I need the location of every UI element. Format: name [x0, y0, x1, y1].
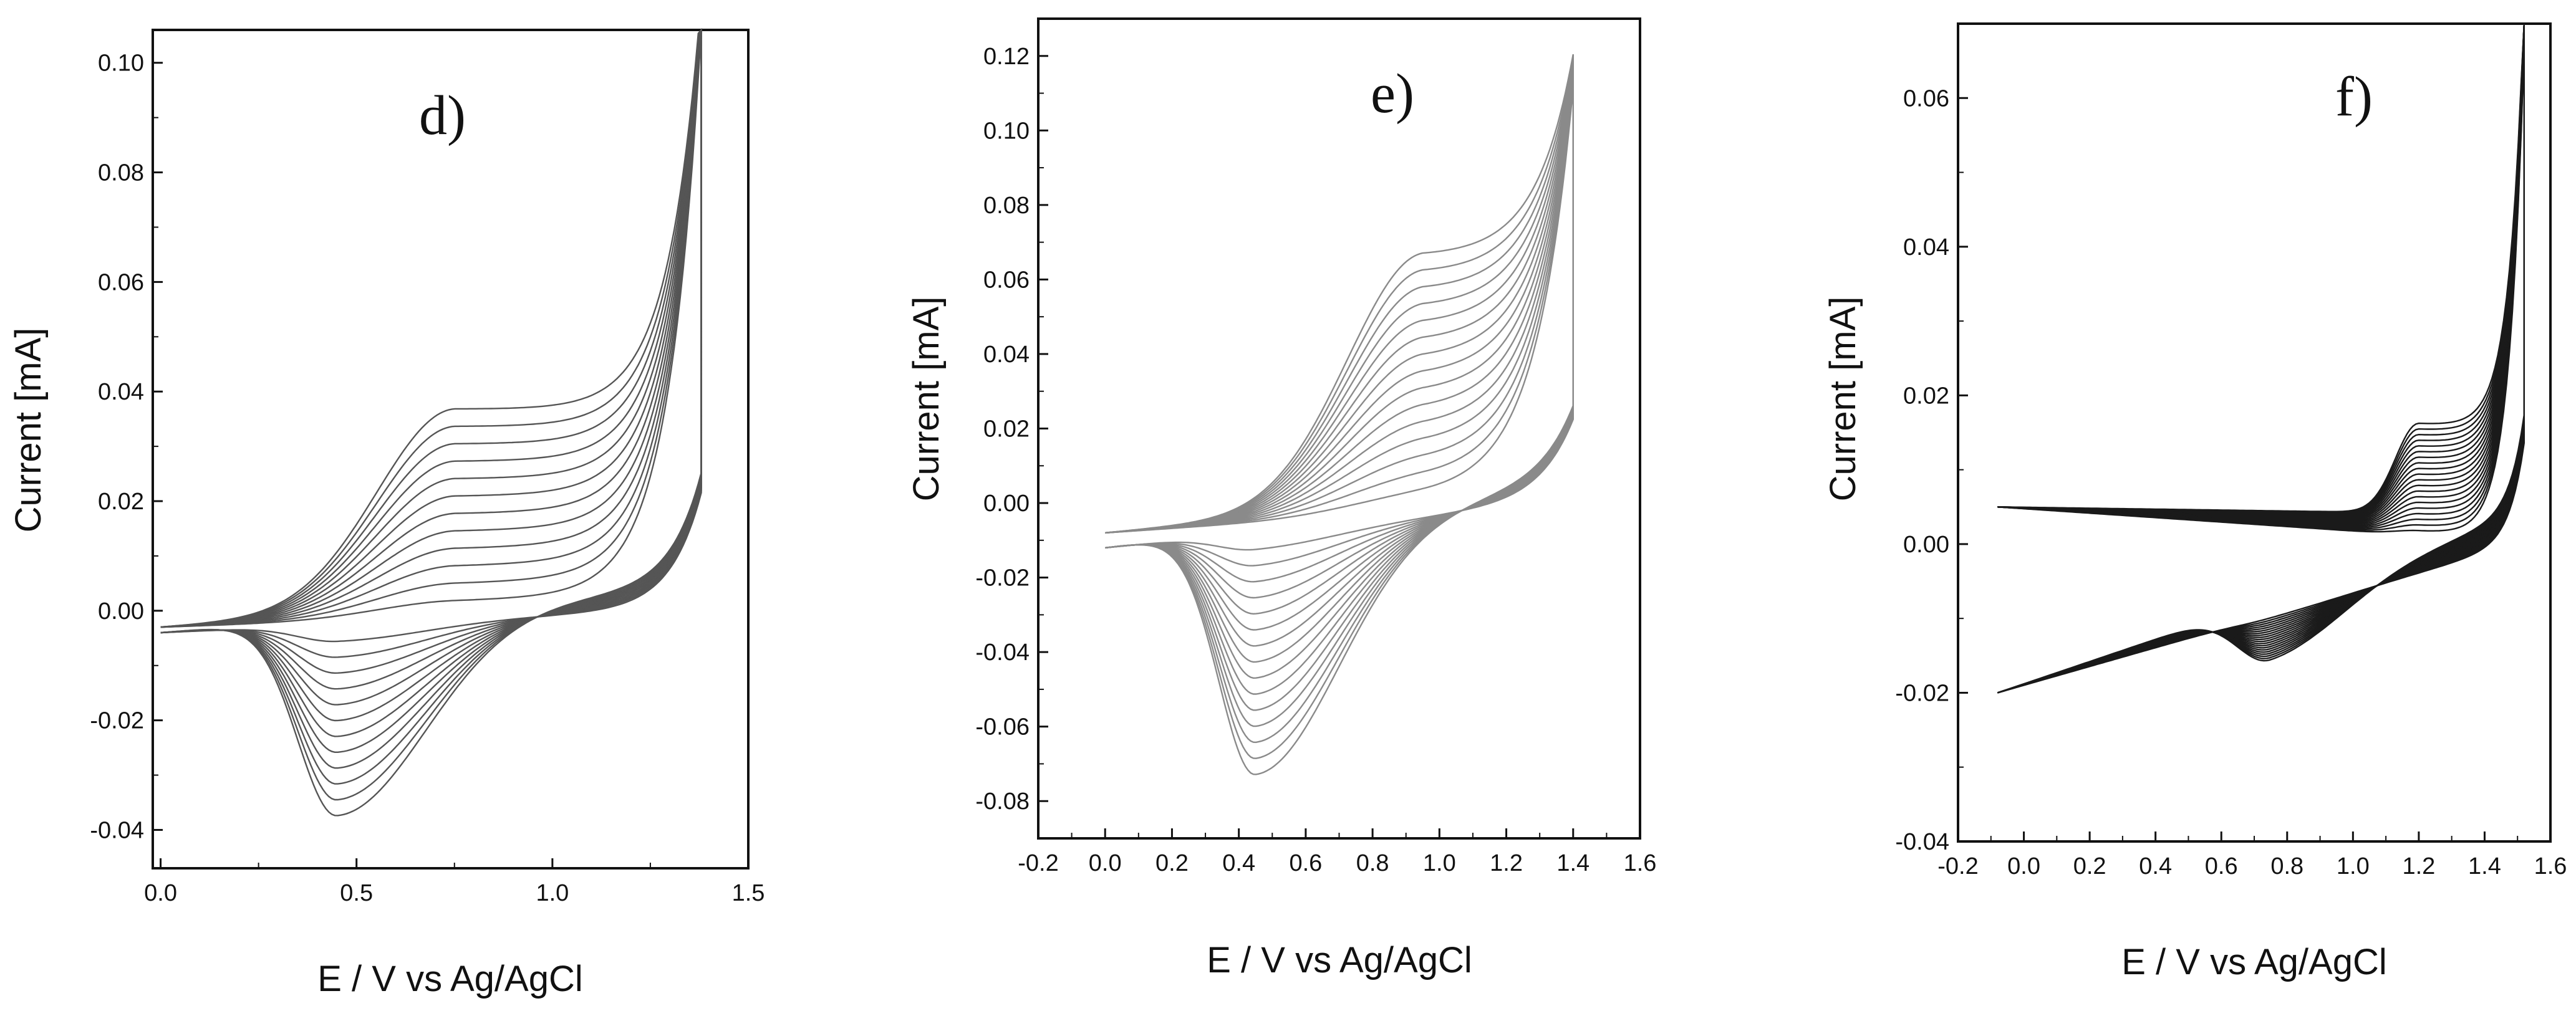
- y-tick-label: 0.00: [1903, 532, 1949, 558]
- tick-group: -0.2 0.0 0.2 0.4 0.6 0.8 1.0 1.2 1.4 1.6 -0.04 -0.0…: [1895, 85, 2567, 879]
- cv-cycle-curve: [1105, 70, 1574, 663]
- y-tick-label: -0.02: [1895, 680, 1949, 706]
- y-tick-label: -0.04: [90, 817, 144, 843]
- panel-e: -0.2 0.0 0.2 0.4 0.6 0.8 1.0 1.2 1.4 1.6 -0.08 -0.0…: [906, 17, 1656, 980]
- y-tick-label: 0.04: [983, 342, 1030, 368]
- cv-cycle-curve: [160, 27, 702, 817]
- y-tick-label: 0.08: [98, 160, 144, 186]
- x-tick-label: 0.0: [1089, 850, 1122, 876]
- x-tick-label: 1.2: [2402, 853, 2435, 879]
- y-tick-label: 0.06: [1903, 85, 1949, 112]
- cv-cycle-curve: [1997, 23, 2525, 694]
- y-tick-label: 0.10: [98, 50, 144, 77]
- cv-cycle-curve: [1997, 38, 2525, 694]
- x-tick-label: 0.2: [2073, 853, 2106, 879]
- cv-cycle-curve: [1997, 23, 2525, 694]
- x-tick-label: 0.2: [1155, 850, 1189, 876]
- cv-cycle-curve: [1997, 36, 2525, 694]
- cv-cycle-curve: [1997, 23, 2525, 694]
- y-tick-label: 0.10: [983, 118, 1030, 144]
- y-tick-label: 0.12: [983, 44, 1030, 70]
- cv-cycle-curve: [1105, 54, 1574, 775]
- x-tick-label: -0.2: [1018, 850, 1058, 876]
- y-tick-label: -0.04: [975, 640, 1030, 666]
- x-tick-label: 0.6: [2205, 853, 2238, 879]
- cv-cycle-curve: [1997, 23, 2525, 694]
- y-tick-label: 0.04: [98, 379, 144, 405]
- cv-cycle-curve: [1105, 82, 1574, 583]
- cv-cycle-curve: [1997, 40, 2525, 694]
- cv-cycle-curve: [1997, 23, 2525, 694]
- cv-curves: [1997, 23, 2525, 694]
- y-tick-label: -0.04: [1895, 829, 1949, 855]
- x-axis-label: E / V vs Ag/AgCl: [2121, 942, 2387, 982]
- cv-cycle-curve: [1997, 32, 2525, 694]
- panel-label: f): [2335, 66, 2373, 128]
- x-tick-label: 0.8: [1356, 850, 1389, 876]
- y-axis-label: Current [mA]: [1823, 297, 1863, 502]
- x-axis-label: E / V vs Ag/AgCl: [1207, 940, 1472, 980]
- plot-frame: [152, 29, 750, 870]
- x-tick-label: 1.0: [2337, 853, 2370, 879]
- plot-frame: [1957, 22, 2552, 843]
- cv-cycle-curve: [1997, 23, 2525, 694]
- x-tick-label: 1.5: [732, 880, 765, 906]
- x-tick-label: 1.0: [536, 880, 569, 906]
- y-tick-label: 0.06: [983, 267, 1030, 293]
- x-tick-label: 1.4: [1556, 850, 1589, 876]
- y-tick-label: -0.08: [975, 788, 1030, 815]
- x-tick-label: -0.2: [1937, 853, 1978, 879]
- y-tick-label: 0.08: [983, 193, 1030, 219]
- x-tick-label: 0.0: [2007, 853, 2040, 879]
- x-tick-label: 1.4: [2468, 853, 2501, 879]
- x-tick-label: 0.4: [2139, 853, 2172, 879]
- cv-cycle-curve: [1105, 80, 1574, 599]
- panel-label: d): [419, 85, 466, 146]
- cv-curves: [1105, 54, 1574, 775]
- x-tick-label: 1.0: [1423, 850, 1456, 876]
- panel-label: e): [1371, 63, 1414, 125]
- y-tick-label: -0.02: [975, 565, 1030, 592]
- y-axis-label: Current [mA]: [906, 297, 947, 502]
- x-tick-label: 0.5: [340, 880, 373, 906]
- cv-cycle-curve: [1105, 56, 1574, 759]
- cv-curves: [160, 27, 702, 817]
- y-tick-label: 0.00: [983, 491, 1030, 517]
- x-tick-label: 1.6: [2534, 853, 2567, 879]
- cv-cycle-curve: [1997, 23, 2525, 694]
- x-tick-label: 1.6: [1624, 850, 1657, 876]
- cv-cycle-curve: [1997, 28, 2525, 694]
- y-tick-label: 0.02: [98, 489, 144, 515]
- y-tick-label: 0.06: [98, 269, 144, 295]
- panel-f: -0.2 0.0 0.2 0.4 0.6 0.8 1.0 1.2 1.4 1.6 -0.04 -0.0…: [1823, 22, 2567, 982]
- y-tick-label: 0.04: [1903, 234, 1949, 261]
- cv-cycle-curve: [1997, 34, 2525, 694]
- x-tick-label: 1.2: [1490, 850, 1523, 876]
- cv-cycle-curve: [1997, 23, 2525, 694]
- y-tick-label: 0.02: [1903, 383, 1949, 409]
- plot-frame: [1037, 17, 1641, 840]
- cv-cycle-curve: [1997, 42, 2525, 694]
- cv-cycle-curve: [1997, 24, 2525, 694]
- cv-cycle-curve: [1105, 77, 1574, 615]
- x-axis-label: E / V vs Ag/AgCl: [317, 959, 583, 999]
- x-tick-label: 0.0: [144, 880, 177, 906]
- cv-cycle-curve: [1997, 26, 2525, 694]
- tick-group: -0.2 0.0 0.2 0.4 0.6 0.8 1.0 1.2 1.4 1.6 -0.08 -0.0…: [975, 44, 1656, 876]
- x-tick-label: 0.8: [2270, 853, 2303, 879]
- cv-cycle-curve: [1997, 44, 2525, 694]
- x-tick-label: 0.4: [1222, 850, 1255, 876]
- y-tick-label: 0.02: [983, 416, 1030, 443]
- y-tick-label: 0.00: [98, 598, 144, 625]
- cv-cycle-curve: [1997, 30, 2525, 694]
- y-axis-label: Current [mA]: [8, 328, 49, 533]
- cv-cycle-curve: [1997, 23, 2525, 694]
- tick-group: 0.0 0.5 1.0 1.5 -0.04 -0.02 0.00 0.02 0.04 0.06 0.…: [90, 50, 765, 906]
- y-tick-label: -0.02: [90, 708, 144, 734]
- x-tick-label: 0.6: [1289, 850, 1322, 876]
- panel-d: 0.0 0.5 1.0 1.5 -0.04 -0.02 0.00 0.02 0.04 0.06 0.…: [8, 27, 765, 999]
- y-tick-label: -0.06: [975, 714, 1030, 740]
